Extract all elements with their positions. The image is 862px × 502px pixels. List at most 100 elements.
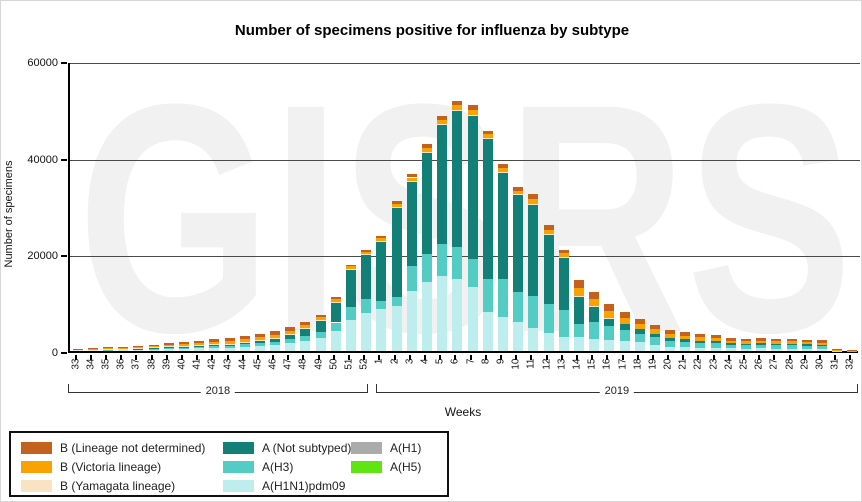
y-tick-label: 40000 [27, 153, 58, 166]
bar-segment [391, 207, 402, 297]
bar-segment [513, 194, 524, 293]
x-axis-tick [743, 355, 746, 360]
legend-item: B (Lineage not determined) [21, 438, 223, 457]
bar-segment [133, 347, 144, 349]
bar-segment [710, 335, 721, 339]
bar-segment [330, 330, 341, 351]
bar-segment [467, 109, 478, 115]
bar-segment [72, 348, 83, 350]
bar-segment [224, 344, 235, 346]
week-label: 35 [100, 358, 112, 370]
bar-segment [482, 130, 493, 134]
bar-segment [695, 337, 706, 341]
bar-segment [710, 343, 721, 348]
bar-segment [254, 343, 265, 346]
x-axis-tick [180, 355, 183, 360]
bar-segment [315, 314, 326, 318]
bar-segment [239, 341, 250, 344]
bar-segment [589, 322, 600, 339]
week-label: 17 [617, 358, 629, 370]
bar-segment [558, 257, 569, 310]
week-label: 26 [753, 358, 765, 370]
bar-segment [376, 300, 387, 310]
bar-segment [604, 310, 615, 318]
week-label: 3 [404, 358, 416, 365]
bar-segment [680, 339, 691, 342]
bar-segment [239, 336, 250, 340]
bar-segment [254, 340, 265, 342]
bar-segment [452, 110, 463, 248]
bar-segment [604, 318, 615, 327]
legend-label: B (Lineage not determined) [60, 440, 206, 455]
bar-segment [422, 253, 433, 282]
bar-segment [148, 344, 159, 347]
week-label: 23 [708, 358, 720, 370]
bar-segment [270, 341, 281, 345]
bar-segment [604, 340, 615, 351]
bar-segment [163, 347, 174, 348]
bar-segment [817, 345, 828, 349]
week-label: 48 [297, 358, 309, 370]
bar-segment [209, 345, 220, 347]
week-label: 40 [176, 358, 188, 370]
bar-segment [254, 345, 265, 351]
bar-segment [300, 322, 311, 326]
y-axis-tick [61, 62, 67, 64]
bar-segment [87, 350, 98, 351]
bar-segment [786, 338, 797, 342]
bar-segment [285, 327, 296, 331]
week-label: 10 [510, 358, 522, 370]
week-label: 7 [465, 358, 477, 365]
bar-segment [817, 344, 828, 346]
bar-segment [239, 344, 250, 347]
bar-segment [634, 333, 645, 343]
x-axis-tick [727, 355, 730, 360]
week-label: 14 [571, 358, 583, 370]
y-axis-tick [61, 158, 67, 161]
bar-segment [346, 269, 357, 308]
bar-segment [178, 347, 189, 349]
bar-segment [452, 278, 463, 351]
bar-segment [376, 241, 387, 242]
legend-column: B (Lineage not determined) B (Victoria li… [21, 438, 223, 495]
week-label: 20 [662, 358, 674, 370]
x-axis-tick [256, 355, 259, 360]
bar-segment [437, 244, 448, 277]
bar-segment [771, 345, 782, 349]
bar-segment [528, 204, 539, 296]
y-axis-tick [61, 255, 67, 258]
legend-item: B (Yamagata lineage) [21, 476, 223, 495]
week-label: 37 [130, 358, 142, 370]
bar-segment [452, 247, 463, 279]
bar-segment [771, 348, 782, 351]
bar-segment [178, 345, 189, 347]
bar-segment [452, 100, 463, 106]
chart-title: Number of specimens positive for influen… [234, 22, 630, 39]
bar-segment [300, 325, 311, 329]
year-bracket-tick [68, 384, 69, 393]
x-axis-tick [591, 355, 594, 360]
bar-segment [543, 332, 554, 351]
bar-segment [528, 295, 539, 328]
week-label: 46 [267, 358, 279, 370]
x-axis-tick [165, 355, 168, 360]
bar-segment [589, 291, 600, 299]
y-axis-title: Number of specimens [3, 160, 15, 268]
legend-item: A(H3) [223, 457, 351, 476]
x-axis-tick [454, 355, 457, 360]
bar-segment [148, 346, 159, 348]
bar-segment [194, 340, 205, 344]
bar-segment [376, 238, 387, 242]
bar-segment [619, 329, 630, 341]
x-axis-tick [560, 355, 563, 360]
bar-segment [741, 338, 752, 342]
bar-segment [118, 347, 129, 349]
bar-segment [467, 259, 478, 288]
bar-segment [558, 249, 569, 254]
x-axis-tick [788, 355, 791, 360]
bar-segment [756, 344, 767, 349]
bar-segment [634, 328, 645, 334]
bar-segment [573, 323, 584, 337]
legend-item: A (Not subtyped) [223, 438, 351, 457]
bar-segment [422, 144, 433, 148]
